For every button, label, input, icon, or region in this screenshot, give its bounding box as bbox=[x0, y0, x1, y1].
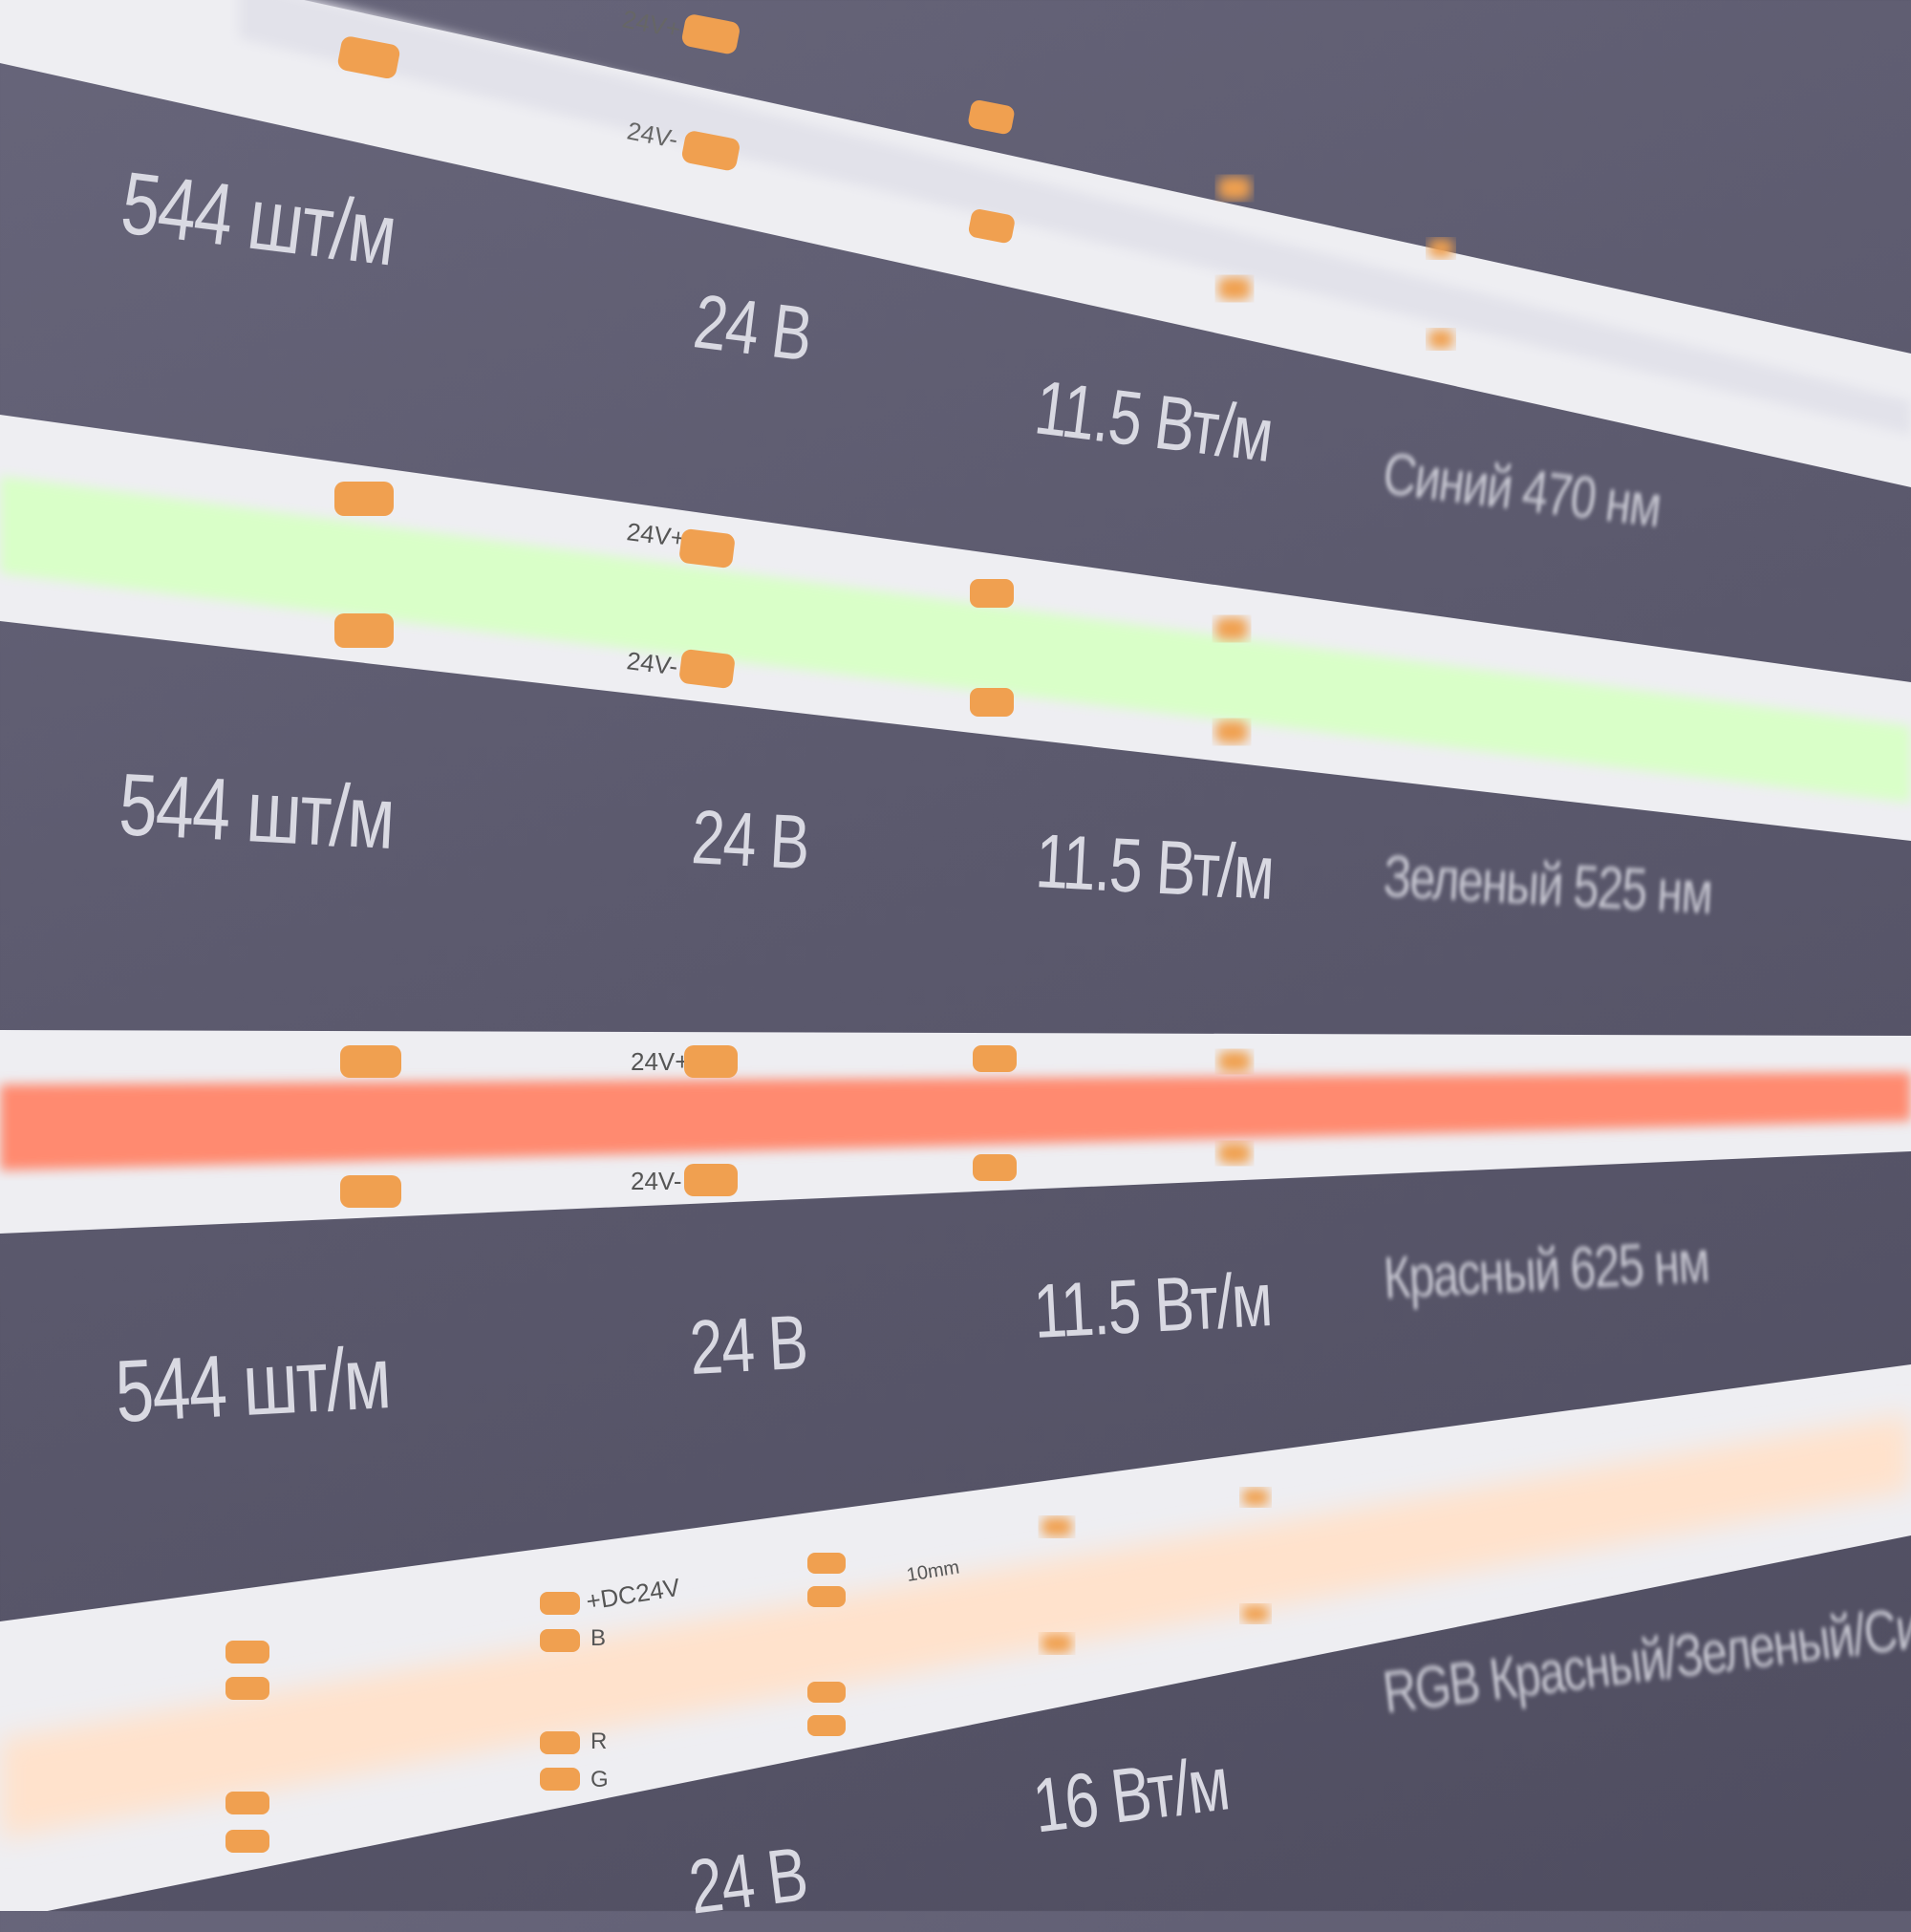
solder-pad bbox=[334, 613, 394, 648]
strip-glow bbox=[0, 1072, 1911, 1170]
solder-pad bbox=[340, 1045, 401, 1078]
marking-minus: 24V- bbox=[625, 646, 679, 680]
solder-pad bbox=[807, 1682, 846, 1703]
marking-plus: 24V+ bbox=[620, 4, 683, 43]
marking-minus: 24V- bbox=[631, 1167, 682, 1195]
solder-pad bbox=[968, 209, 1015, 244]
solder-pad bbox=[1218, 177, 1251, 200]
solder-pad bbox=[973, 1154, 1017, 1181]
solder-pad bbox=[684, 1164, 738, 1196]
solder-pad bbox=[1218, 277, 1251, 300]
voltage-label: 24 В bbox=[689, 278, 816, 377]
solder-pad bbox=[1428, 330, 1453, 349]
solder-pad bbox=[540, 1731, 580, 1754]
solder-pad bbox=[679, 649, 735, 689]
solder-pad bbox=[970, 579, 1014, 608]
power-label: 11.5 Вт/м bbox=[1033, 818, 1276, 915]
solder-pad bbox=[684, 1045, 738, 1078]
marking-r: R bbox=[590, 1728, 607, 1754]
solder-pad bbox=[334, 482, 394, 516]
strip-diffuser bbox=[239, 0, 1911, 435]
led-strip-green: 24V+ 24V- bbox=[0, 415, 1911, 841]
solder-pad bbox=[1218, 1143, 1251, 1164]
solder-pad bbox=[807, 1715, 846, 1736]
solder-pad bbox=[1242, 1489, 1269, 1506]
marking-plus: 24V+ bbox=[631, 1047, 689, 1076]
solder-pad bbox=[1218, 1051, 1251, 1072]
marking-g: G bbox=[590, 1767, 609, 1792]
solder-pad bbox=[807, 1553, 846, 1574]
solder-pad bbox=[681, 14, 740, 54]
strip-pcb bbox=[0, 0, 1911, 487]
voltage-label: 24 В bbox=[689, 794, 811, 886]
solder-pad bbox=[337, 36, 400, 79]
led-strip-blue: 24V+ 24V- bbox=[0, 0, 1911, 487]
solder-pad bbox=[1215, 617, 1248, 640]
voltage-label: 24 В bbox=[687, 1299, 809, 1390]
solder-pad bbox=[1041, 1634, 1072, 1653]
solder-pad bbox=[540, 1768, 580, 1791]
solder-pad bbox=[807, 1586, 846, 1607]
density-label: 544 шт/м bbox=[113, 1329, 393, 1441]
solder-pad bbox=[1242, 1605, 1269, 1622]
voltage-label: 24 В bbox=[684, 1831, 811, 1930]
solder-pad bbox=[1428, 239, 1453, 258]
solder-pad bbox=[679, 528, 735, 569]
strip-glow bbox=[0, 476, 1911, 803]
solder-pad bbox=[540, 1592, 580, 1615]
marking-b: B bbox=[590, 1625, 606, 1651]
led-strip-rgb: +DC24V B R G 10mm bbox=[0, 1364, 1911, 1911]
solder-pad bbox=[225, 1830, 269, 1853]
strip-glow bbox=[0, 1414, 1911, 1839]
density-label: 544 шт/м bbox=[117, 756, 397, 868]
solder-pad bbox=[970, 688, 1014, 717]
led-strip-red: 24V+ 24V- bbox=[0, 1030, 1911, 1234]
solder-pad bbox=[681, 131, 740, 171]
solder-pad bbox=[1041, 1517, 1072, 1536]
solder-pad bbox=[340, 1175, 401, 1208]
solder-pad bbox=[973, 1045, 1017, 1072]
solder-pad bbox=[540, 1629, 580, 1652]
solder-pad bbox=[225, 1641, 269, 1664]
power-label: 11.5 Вт/м bbox=[1031, 1256, 1274, 1354]
marking-plus: 24V+ bbox=[625, 517, 687, 552]
solder-pad bbox=[1215, 720, 1248, 743]
solder-pad bbox=[225, 1792, 269, 1814]
solder-pad bbox=[968, 100, 1015, 135]
solder-pad bbox=[225, 1677, 269, 1700]
